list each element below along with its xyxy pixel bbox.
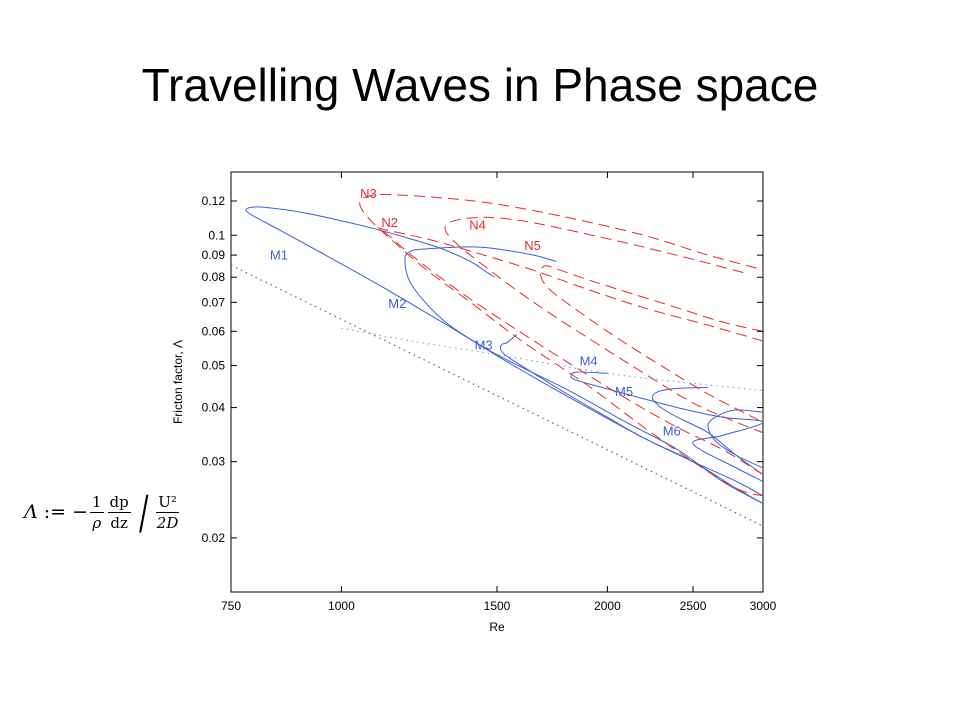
series-label-m2: M2 (388, 296, 406, 311)
y-axis-label: Fricton factor, Λ (171, 340, 185, 424)
formula-minus: − (72, 501, 88, 523)
formula-frac-dp-dz: dp dz (107, 492, 131, 533)
y-tick-label: 0.08 (202, 270, 226, 284)
y-tick-label: 0.04 (202, 401, 226, 415)
series-m4-line (570, 371, 763, 482)
series-label-n4: N4 (469, 218, 486, 233)
formula-frac1-den: ρ (92, 513, 102, 532)
y-tick-label: 0.09 (202, 248, 226, 262)
formula-frac2-num: dp (107, 492, 131, 513)
x-tick-label: 2500 (680, 599, 707, 613)
series-label-n3: N3 (360, 186, 377, 201)
x-tick-label: 3000 (750, 599, 777, 613)
series-label-m5: M5 (615, 384, 633, 399)
series-label-m4: M4 (580, 354, 598, 369)
y-tick-label: 0.03 (202, 455, 226, 469)
series-n4-line (444, 216, 763, 434)
y-tick-label: 0.07 (202, 295, 226, 309)
x-tick-label: 1000 (328, 599, 355, 613)
formula-frac-u2-2d: U² 2D (156, 492, 179, 533)
series-m5-line (651, 387, 763, 476)
series-laminar-line (231, 264, 763, 527)
tick-layer: 750 1000 1500 2000 2500 3000 0.02 0.03 0.04 0.05 0… (202, 172, 777, 613)
formula-frac1-num: 1 (89, 492, 104, 513)
x-axis-label: Re (489, 620, 505, 634)
friction-factor-formula: Λ := − 1 ρ dp dz / U² 2D (24, 484, 181, 540)
label-layer: M1 M2 M3 M4 M5 M6 N3 N2 N4 N5 (270, 186, 681, 439)
series-n5-line (539, 265, 763, 423)
formula-frac2-den: dz (110, 513, 128, 532)
series-m3-line (500, 334, 763, 497)
series-label-n2: N2 (381, 215, 398, 230)
plot-frame (230, 171, 764, 593)
y-tick-label: 0.06 (202, 324, 226, 338)
y-tick-label: 0.05 (202, 359, 226, 373)
formula-frac3-den: 2D (156, 513, 179, 532)
x-tick-label: 750 (221, 599, 241, 613)
series-m6-line (707, 409, 763, 469)
formula-lambda: Λ (24, 501, 38, 523)
formula-frac3-num: U² (156, 492, 179, 513)
series-n2-line (377, 227, 763, 476)
y-tick-label: 0.12 (202, 194, 226, 208)
series-label-m6: M6 (663, 423, 681, 438)
formula-frac-one-over-rho: 1 ρ (89, 492, 104, 533)
series-label-m3: M3 (475, 337, 493, 352)
series-label-n5: N5 (524, 238, 541, 253)
formula-assign: := (43, 501, 67, 523)
x-tick-label: 2000 (594, 599, 621, 613)
series-label-m1: M1 (270, 247, 288, 262)
series-n3-line (359, 193, 763, 497)
y-tick-label: 0.1 (208, 228, 225, 242)
series-m1-line (245, 206, 763, 505)
series-turbulent-line (341, 327, 763, 392)
slide-title: Travelling Waves in Phase space (141, 59, 819, 111)
x-tick-label: 1500 (484, 599, 511, 613)
formula-divide-slash: / (138, 485, 149, 539)
y-tick-label: 0.02 (202, 531, 226, 545)
curve-layer (231, 193, 763, 527)
